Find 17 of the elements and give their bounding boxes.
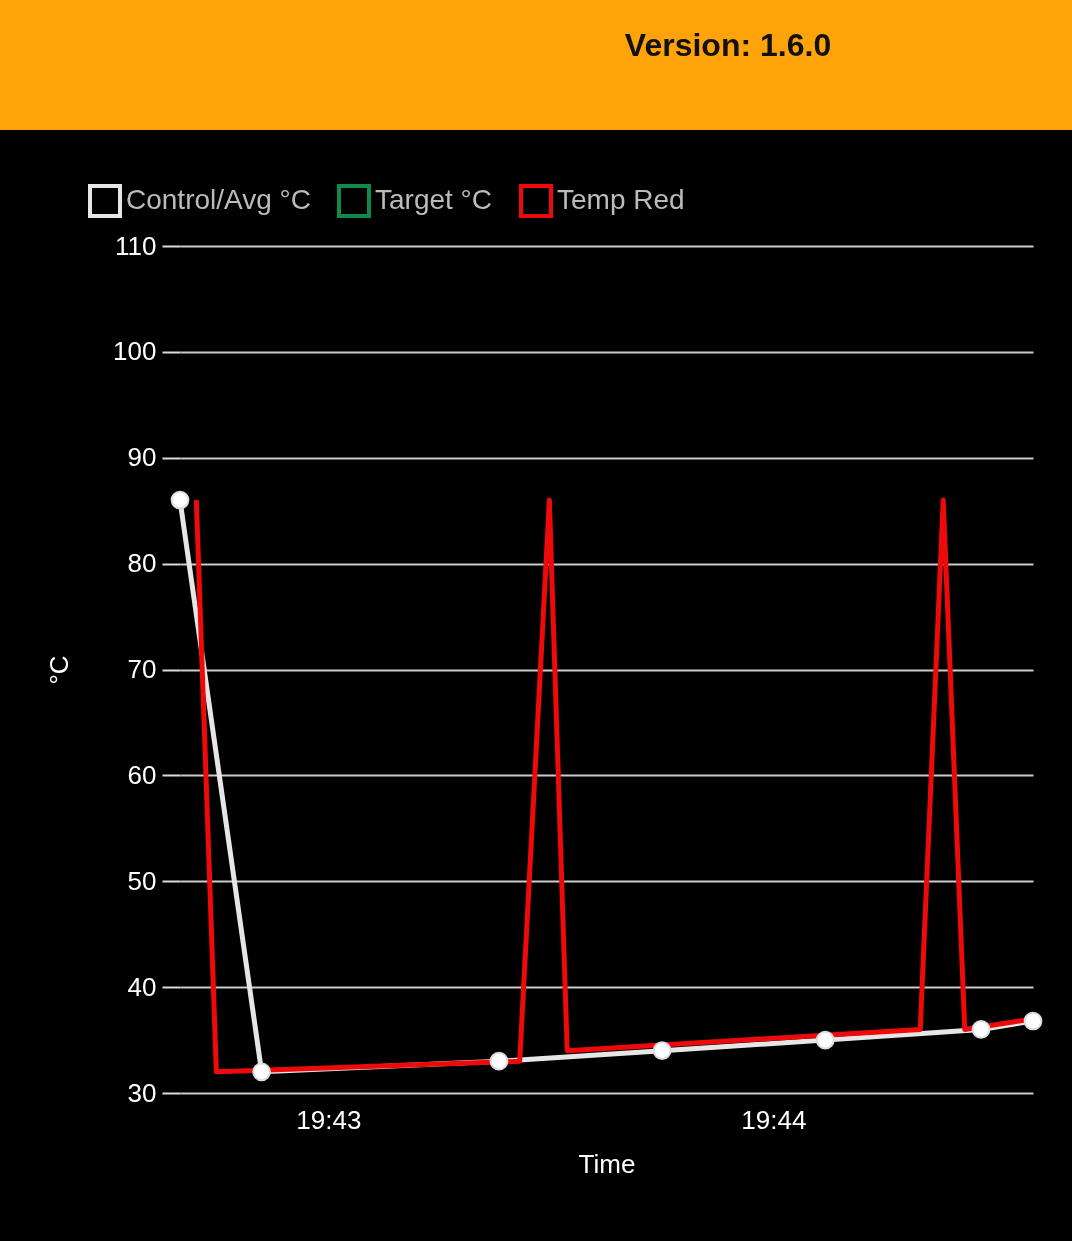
x-tick-label: 19:44 [741, 1104, 807, 1135]
x-tick-label: 19:43 [296, 1104, 362, 1135]
y-axis-title: °C [44, 655, 75, 685]
legend-label: Temp Red [557, 184, 685, 215]
y-tick-label: 30 [127, 1077, 157, 1108]
y-tick-label: 80 [127, 548, 157, 579]
legend-label: Control/Avg °C [126, 184, 311, 215]
x-axis-title: Time [578, 1148, 636, 1179]
legend-label: Target °C [375, 184, 493, 215]
y-tick-label: 50 [127, 865, 157, 896]
y-tick-label: 60 [127, 759, 157, 790]
y-tick-label: 110 [115, 230, 157, 261]
y-tick-label: 70 [127, 654, 157, 684]
y-tick-label: 100 [113, 336, 157, 367]
text: Version: 1.6.0 [624, 27, 832, 63]
y-tick-label: 40 [127, 971, 157, 1002]
y-tick-label: 90 [127, 442, 157, 473]
